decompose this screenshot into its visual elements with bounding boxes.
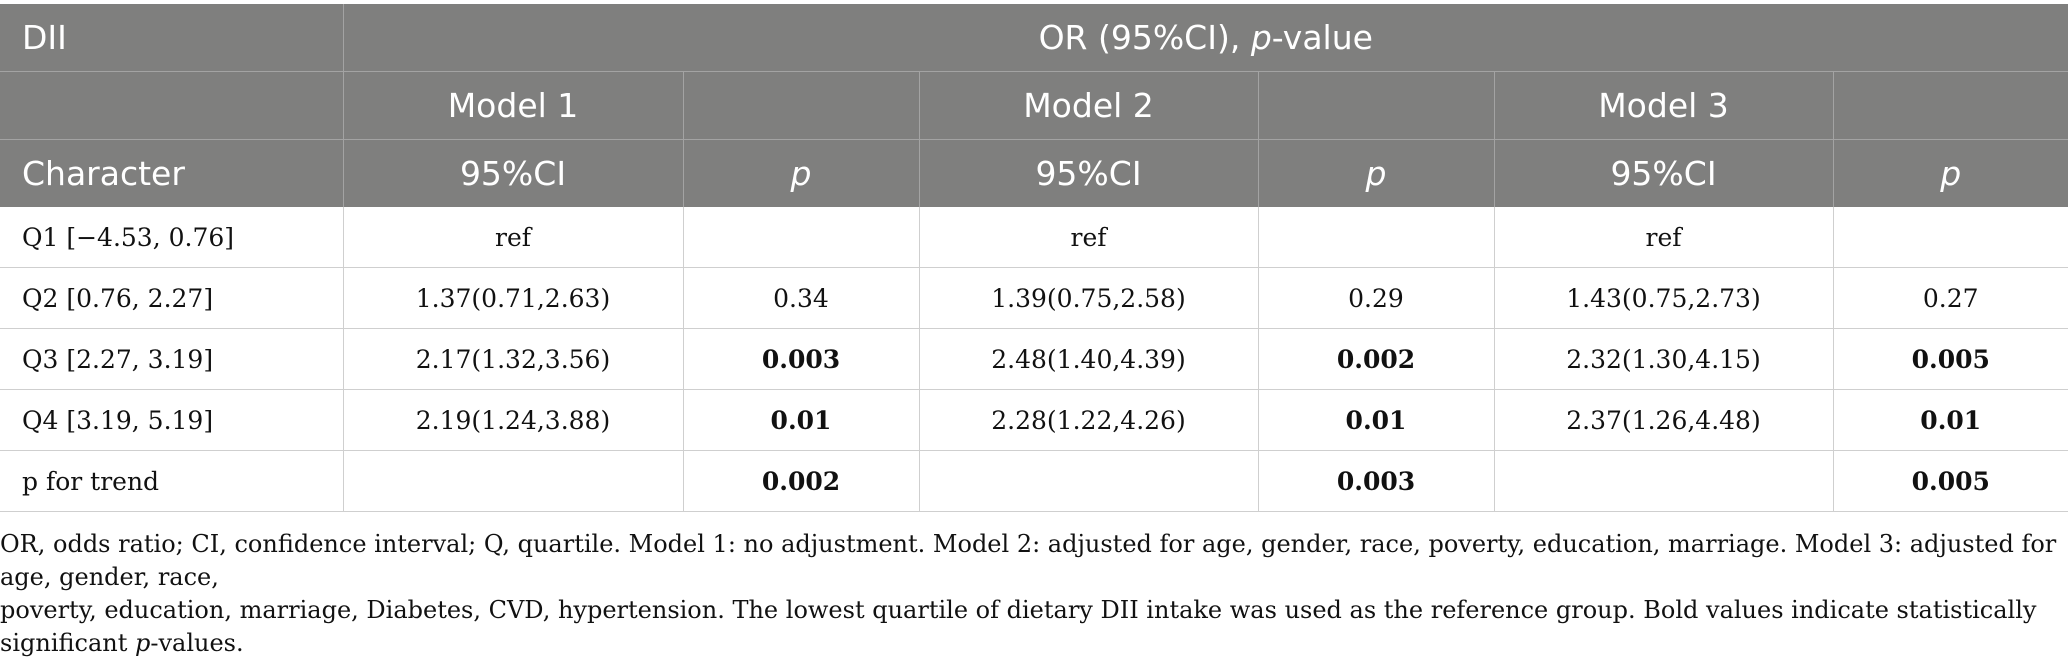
m1-ci-header: 95%CI: [342, 139, 683, 207]
m2-p-cell: 0.29: [1257, 267, 1494, 329]
header-row-3: Character 95%CI p 95%CI p 95%CI p: [0, 139, 2068, 207]
or-header-suffix: -value: [1271, 18, 1373, 57]
footnote-line-2: poverty, education, marriage, Diabetes, …: [0, 594, 2060, 660]
m1-p-cell: 0.003: [682, 328, 919, 390]
character-header: Character: [0, 139, 343, 207]
m1-ci-cell: 2.17(1.32,3.56): [342, 328, 683, 390]
m2-ci-cell: 2.28(1.22,4.26): [918, 389, 1258, 451]
table-row: Q4 [3.19, 5.19] 2.19(1.24,3.88) 0.01 2.2…: [0, 389, 2068, 451]
footnote-line-2-end: -values.: [150, 629, 244, 657]
m3-ci-cell: ref: [1493, 207, 1833, 268]
model-3-header: Model 3: [1493, 71, 1833, 140]
model-2-header: Model 2: [918, 71, 1258, 140]
m1-ci-cell: [342, 450, 683, 512]
m3-ci-header: 95%CI: [1493, 139, 1833, 207]
footnote-p: p: [134, 629, 151, 657]
footnote-line-1: OR, odds ratio; CI, confidence interval;…: [0, 530, 2057, 591]
model-2-spacer: [1257, 71, 1494, 140]
m2-p-cell: 0.01: [1257, 389, 1494, 451]
m3-p-cell: [1832, 207, 2068, 268]
m1-p-cell: 0.002: [682, 450, 919, 512]
table-row: Q3 [2.27, 3.19] 2.17(1.32,3.56) 0.003 2.…: [0, 328, 2068, 390]
m3-ci-cell: 1.43(0.75,2.73): [1493, 267, 1833, 329]
empty-header-cell: [0, 71, 343, 140]
row-label: Q4 [3.19, 5.19]: [0, 389, 343, 451]
m1-p-header: p: [682, 139, 919, 207]
row-label: Q1 [−4.53, 0.76]: [0, 207, 343, 268]
results-table-container: DII OR (95%CI), p-value Model 1 Model 2 …: [0, 4, 2068, 512]
m2-ci-cell: 1.39(0.75,2.58): [918, 267, 1258, 329]
m2-p-cell: [1257, 207, 1494, 268]
dii-header: DII: [0, 4, 343, 72]
m1-ci-cell: 2.19(1.24,3.88): [342, 389, 683, 451]
or-header: OR (95%CI), p-value: [342, 4, 2068, 72]
m2-ci-cell: 2.48(1.40,4.39): [918, 328, 1258, 390]
m2-p-cell: 0.003: [1257, 450, 1494, 512]
table-footnote: OR, odds ratio; CI, confidence interval;…: [0, 528, 2060, 660]
m3-p-cell: 0.27: [1832, 267, 2068, 329]
model-1-header: Model 1: [342, 71, 683, 140]
footnote-line-2-text: poverty, education, marriage, Diabetes, …: [0, 596, 2037, 657]
m2-ci-cell: ref: [918, 207, 1258, 268]
model-3-spacer: [1832, 71, 2068, 140]
m1-ci-cell: 1.37(0.71,2.63): [342, 267, 683, 329]
m1-p-cell: 0.34: [682, 267, 919, 329]
m3-ci-cell: [1493, 450, 1833, 512]
m2-ci-header: 95%CI: [918, 139, 1258, 207]
header-row-1: DII OR (95%CI), p-value: [0, 4, 2068, 72]
m3-p-cell: 0.01: [1832, 389, 2068, 451]
row-label: Q2 [0.76, 2.27]: [0, 267, 343, 329]
row-label: p for trend: [0, 450, 343, 512]
header-row-2: Model 1 Model 2 Model 3: [0, 71, 2068, 140]
table-row: Q1 [−4.53, 0.76] ref ref ref: [0, 207, 2068, 268]
m3-ci-cell: 2.37(1.26,4.48): [1493, 389, 1833, 451]
table-row: Q2 [0.76, 2.27] 1.37(0.71,2.63) 0.34 1.3…: [0, 267, 2068, 329]
m2-p-cell: 0.002: [1257, 328, 1494, 390]
row-label: Q3 [2.27, 3.19]: [0, 328, 343, 390]
m1-p-cell: 0.01: [682, 389, 919, 451]
m1-p-cell: [682, 207, 919, 268]
m3-p-header: p: [1832, 139, 2068, 207]
or-header-text: OR (95%CI),: [1038, 18, 1251, 57]
m1-ci-cell: ref: [342, 207, 683, 268]
m3-ci-cell: 2.32(1.30,4.15): [1493, 328, 1833, 390]
m3-p-cell: 0.005: [1832, 328, 2068, 390]
table-row: p for trend 0.002 0.003 0.005: [0, 450, 2068, 512]
results-table: DII OR (95%CI), p-value Model 1 Model 2 …: [0, 4, 2068, 512]
m2-p-header: p: [1257, 139, 1494, 207]
m2-ci-cell: [918, 450, 1258, 512]
model-1-spacer: [682, 71, 919, 140]
or-header-p: p: [1250, 18, 1272, 57]
m3-p-cell: 0.005: [1832, 450, 2068, 512]
